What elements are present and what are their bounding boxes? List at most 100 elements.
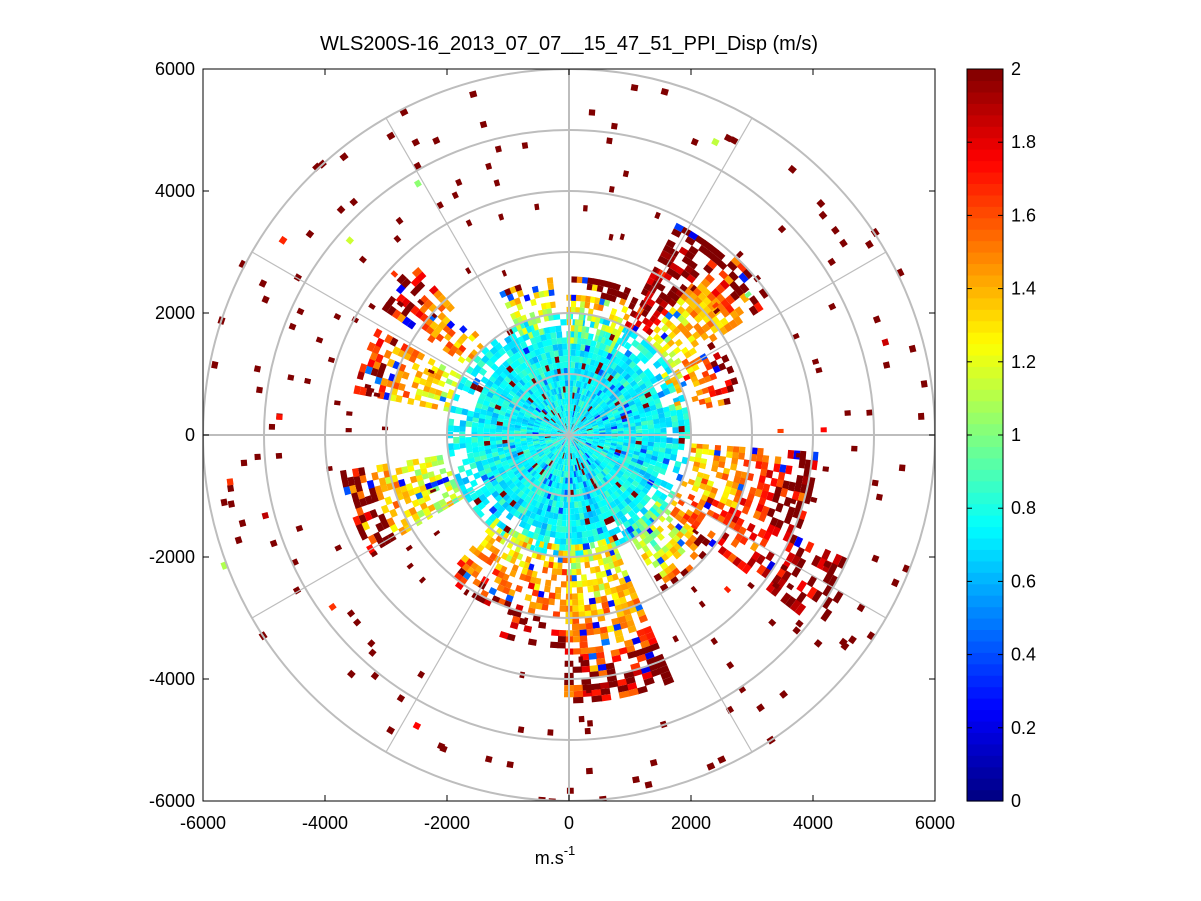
ppi-cell [758,475,766,484]
ppi-cell [658,412,666,420]
ppi-cell [558,349,564,357]
ppi-cell [501,472,509,480]
ppi-cell [570,501,575,509]
ppi-cell [558,482,563,490]
ppi-cell [502,493,511,502]
ppi-outlier-cell [871,554,880,563]
ppi-outlier-cell [712,302,720,309]
colorbar-band [967,160,1003,173]
ppi-cell [563,404,566,411]
ppi-cell [553,448,558,455]
ppi-cell [504,375,512,384]
ppi-cell [586,450,593,457]
ppi-cell [640,639,651,649]
ppi-cell [593,437,600,440]
ppi-cell [785,552,796,564]
ppi-cell [619,515,628,524]
ppi-cell [533,422,541,427]
ppi-cell [659,583,669,592]
ppi-cell [618,409,626,415]
ppi-cell [523,450,531,456]
ppi-cell [502,439,509,444]
ppi-cell [480,346,490,356]
colorbar-band [967,103,1003,116]
ppi-cell [611,456,619,462]
ppi-cell [515,421,522,426]
ppi-cell [617,367,625,375]
ppi-cell [725,480,734,489]
ppi-cell [560,411,564,418]
ppi-cell [501,379,509,387]
ppi-cell [641,552,649,561]
ppi-cell [489,440,497,446]
ppi-cell [563,446,567,453]
ppi-cell [595,396,601,403]
ppi-cell [378,384,387,393]
ppi-cell [717,399,725,407]
ppi-cell [675,404,682,411]
ppi-cell [541,339,549,348]
ppi-cell [525,464,532,471]
ppi-cell [374,485,383,495]
ppi-cell [354,482,363,493]
ppi-cell [783,513,793,525]
ppi-cell [572,439,577,446]
ppi-cell [722,467,731,476]
ppi-cell [598,426,605,430]
ppi-cell [341,477,350,488]
ppi-cell [562,405,565,412]
ppi-cell [630,372,639,380]
ppi-cell [559,532,566,539]
ppi-cell [447,348,456,357]
ppi-cell [528,601,537,609]
ppi-cell [553,415,558,422]
ppi-outlier-cell [390,270,399,278]
ppi-cell [582,382,588,390]
ppi-cell [549,530,556,538]
ppi-cell [582,277,589,284]
ppi-cell [501,403,509,410]
ppi-cell [459,425,466,432]
ppi-cell [724,498,734,508]
ppi-cell [539,424,547,428]
chart-title: WLS200S-16_2013_07_07__15_47_51_PPI_Disp… [320,33,818,55]
ppi-cell [546,451,553,458]
y-tick-label: -6000 [149,791,195,811]
ppi-cell [627,368,636,377]
ppi-cell [586,548,593,556]
ppi-cell [489,552,497,561]
ppi-cell [542,484,548,492]
ppi-cell [548,396,554,403]
ppi-cell [547,561,554,569]
ppi-cell [566,459,569,466]
ppi-outlier-cell [396,300,404,308]
ppi-cell [571,471,575,478]
ppi-cell [577,611,586,618]
ppi-cell [584,345,591,352]
ppi-cell [560,319,567,326]
ppi-cell [576,444,581,450]
ppi-cell [407,488,416,497]
ppi-cell [573,418,577,424]
ppi-cell [757,528,767,539]
ppi-cell [581,417,587,423]
ppi-cell [782,480,790,490]
ppi-cell [519,573,527,581]
ppi-cell [598,439,606,442]
ppi-cell [520,362,528,370]
ppi-cell [541,393,547,400]
ppi-cell [557,430,564,434]
colorbar-band [967,549,1003,562]
ppi-cell [544,449,551,455]
ppi-cell [592,278,600,286]
ppi-cell [609,486,617,494]
ppi-cell [427,471,435,478]
ppi-cell [554,593,561,600]
ppi-cell [634,542,643,551]
ppi-cell [542,566,549,574]
ppi-cell [628,483,637,492]
ppi-cell [741,563,752,575]
ppi-cell [500,406,508,413]
ppi-cell [542,408,549,414]
